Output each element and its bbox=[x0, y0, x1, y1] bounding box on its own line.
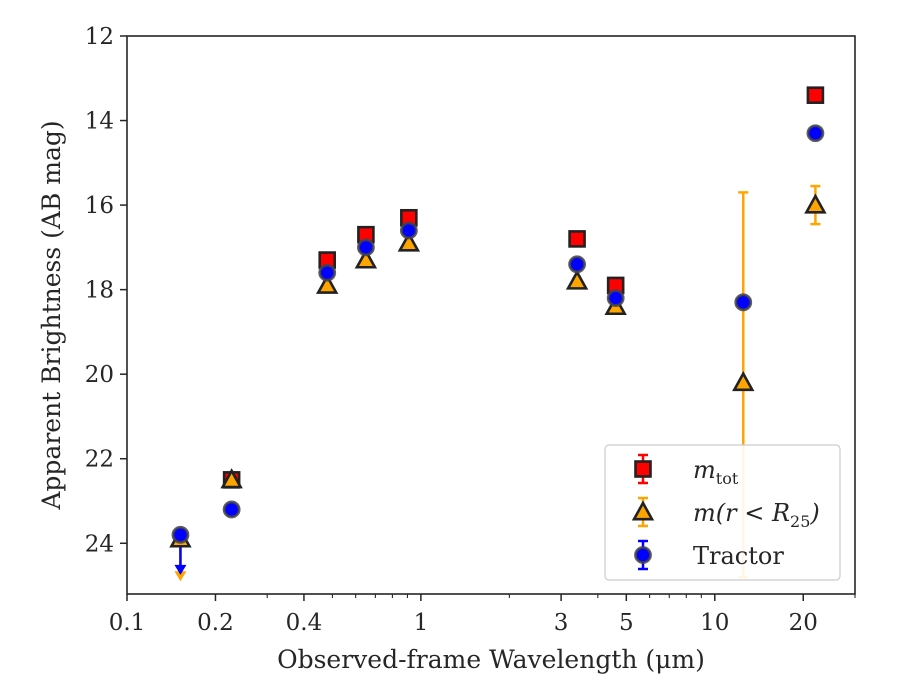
mr25-point bbox=[804, 193, 827, 214]
x-tick-label: 0.2 bbox=[197, 610, 234, 636]
y-tick-label: 18 bbox=[85, 278, 114, 304]
tractor-point bbox=[606, 289, 625, 307]
tractor-point bbox=[568, 255, 586, 274]
y-tick-label: 16 bbox=[85, 193, 114, 219]
data-markers bbox=[169, 86, 827, 548]
x-tick-label: 5 bbox=[619, 610, 634, 636]
tractor-upper-limit-arrow bbox=[174, 564, 187, 575]
y-tick-label: 14 bbox=[85, 109, 114, 135]
tractor-point bbox=[399, 221, 418, 240]
mtot-point bbox=[806, 86, 825, 104]
x-tick-label: 1 bbox=[414, 610, 429, 636]
plot-frame bbox=[126, 35, 856, 595]
x-tick-label: 0.1 bbox=[109, 610, 146, 636]
y-tick-label: 20 bbox=[85, 362, 114, 388]
x-tick-label: 0.4 bbox=[286, 610, 323, 636]
tractor-point bbox=[171, 525, 190, 544]
tractor-point bbox=[357, 238, 375, 257]
x-tick-label: 10 bbox=[700, 610, 729, 636]
mr25-point bbox=[397, 231, 421, 252]
mtot-point bbox=[568, 230, 586, 248]
x-axis-label: Observed-frame Wavelength (μm) bbox=[277, 645, 705, 674]
tractor-point bbox=[734, 293, 753, 312]
mr25-point bbox=[354, 248, 378, 269]
legend-mr25-label: m(r < R25) bbox=[693, 499, 820, 531]
legend: mtot m(r < R25) Tractor bbox=[604, 444, 841, 581]
x-tick-label: 20 bbox=[789, 610, 818, 636]
y-axis-label: Apparent Brightness (AB mag) bbox=[37, 120, 66, 510]
y-tick-label: 22 bbox=[85, 447, 114, 473]
legend-mtot-marker bbox=[634, 460, 652, 478]
legend-box bbox=[604, 444, 841, 581]
legend-tractor-marker bbox=[634, 546, 652, 564]
y-tick-label: 12 bbox=[85, 24, 114, 50]
tractor-point bbox=[222, 500, 241, 519]
mr25-point bbox=[316, 273, 339, 294]
tractor-point bbox=[318, 263, 337, 282]
legend-mtot-label: mtot bbox=[693, 456, 739, 488]
mr25-upper-limit-arrow bbox=[174, 571, 187, 582]
legend-tractor-label: Tractor bbox=[693, 542, 784, 570]
x-tick-label: 3 bbox=[554, 610, 569, 636]
legend-mr25-marker bbox=[631, 500, 655, 521]
mr25-point bbox=[732, 370, 755, 392]
mr25-point bbox=[220, 468, 243, 489]
mr25-point bbox=[565, 269, 589, 290]
tractor-point bbox=[806, 124, 825, 143]
axis-ticks: 0.1 0.2 0.4 1 3 5 10 20 12 14 16 18 20 22 24 bbox=[85, 24, 856, 636]
y-tick-label: 24 bbox=[85, 531, 114, 557]
